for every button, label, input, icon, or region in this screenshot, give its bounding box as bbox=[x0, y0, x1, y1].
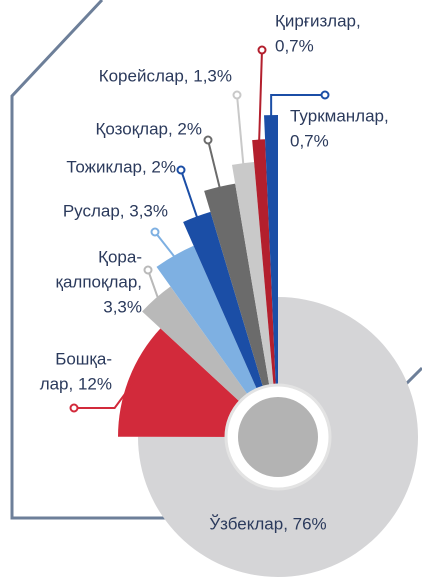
slice-label: Қозоқлар, 2% bbox=[95, 119, 202, 138]
slice-label: Қирғизлар, bbox=[275, 11, 361, 30]
slice-label: Ўзбеклар, 76% bbox=[209, 513, 326, 533]
connector bbox=[74, 380, 136, 409]
slice-label: Туркманлар, bbox=[290, 106, 389, 125]
connector-dot bbox=[203, 135, 213, 145]
slice bbox=[231, 162, 278, 438]
connector bbox=[154, 231, 179, 262]
slice-label: лар, 12% bbox=[40, 374, 112, 393]
connector-dot bbox=[232, 90, 242, 100]
slice-label: 3,3% bbox=[103, 297, 142, 316]
slice-label: Бошқа- bbox=[55, 349, 112, 368]
connector-dot bbox=[176, 165, 186, 175]
slice-label: 0,7% bbox=[290, 131, 329, 150]
frame bbox=[10, 0, 182, 520]
slice bbox=[183, 211, 278, 437]
connector bbox=[180, 169, 200, 223]
slice bbox=[264, 115, 278, 437]
center-disk bbox=[238, 397, 318, 477]
connector-dot bbox=[257, 45, 267, 55]
slice-label: Корейслар, 1,3% bbox=[99, 66, 232, 85]
slice-label: Тожиклар, 2% bbox=[66, 157, 176, 176]
connector bbox=[147, 269, 161, 304]
slice-label: Руслар, 3,3% bbox=[63, 201, 168, 220]
slice bbox=[156, 245, 278, 437]
connector bbox=[236, 94, 245, 170]
labels: Ўзбеклар, 76% Бошқа-лар, 12% Қора-қалпоқла… bbox=[40, 11, 389, 533]
slices bbox=[118, 115, 419, 577]
slice bbox=[252, 139, 278, 438]
connector bbox=[270, 94, 325, 122]
slice-label: қалпоқлар, bbox=[56, 272, 142, 291]
slice-label: 0,7% bbox=[275, 36, 314, 55]
slice-label: Қора- bbox=[98, 247, 142, 266]
connector-dot bbox=[143, 265, 153, 275]
connector bbox=[207, 139, 222, 193]
slice bbox=[204, 183, 278, 437]
connector-dot bbox=[69, 403, 79, 413]
connector bbox=[257, 49, 263, 146]
connector-dot bbox=[320, 90, 330, 100]
connector-dot bbox=[150, 227, 160, 237]
